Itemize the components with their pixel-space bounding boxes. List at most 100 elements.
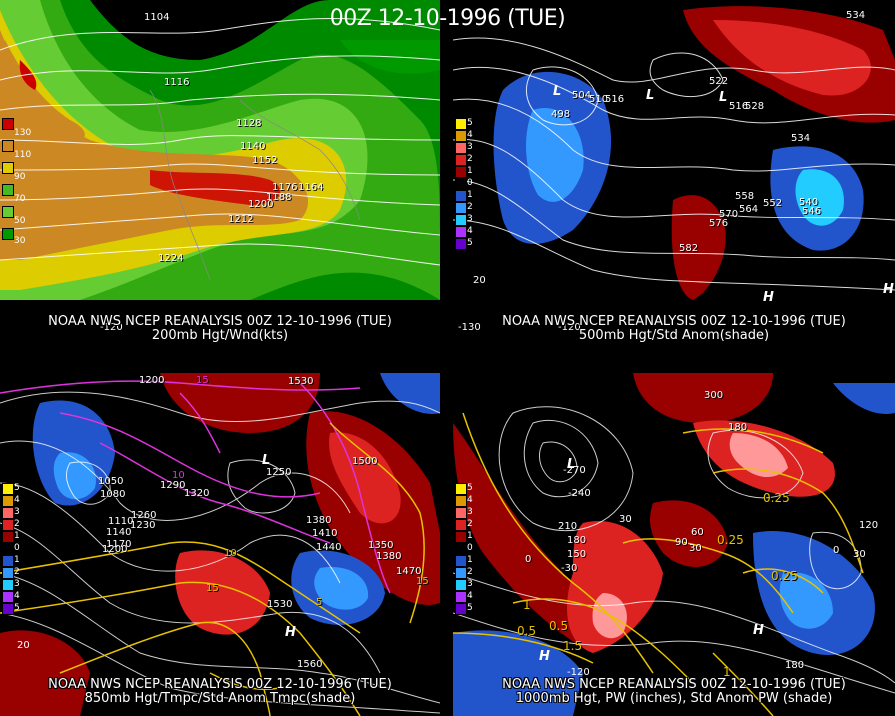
contour-label: 1152 (252, 155, 278, 166)
panel-200mb: 130 110 90 70 50 30 1104 1116 1128 1140 … (0, 0, 440, 345)
legend-swatch (455, 603, 467, 615)
contour-label: 1164 (298, 182, 324, 193)
legend-label: 1 (14, 555, 20, 565)
contour-label: 0 (833, 545, 840, 556)
legend-label: 90 (14, 172, 26, 182)
legend-swatch (2, 118, 14, 130)
caption-line2: 200mb Hgt/Wnd(kts) (151, 328, 289, 343)
contour-label: 1200 (139, 375, 165, 386)
contour-label: 576 (709, 218, 729, 229)
contour-label: 516 (729, 101, 749, 112)
contour-label: 180 (728, 422, 748, 433)
legend-label: 2 (14, 519, 20, 529)
contour-label: 1410 (312, 528, 338, 539)
contour-label: 1560 (297, 659, 323, 670)
contour-label: 540 (799, 197, 819, 208)
legend-swatch (455, 555, 467, 567)
contour-label: 1188 (266, 192, 292, 203)
contour-label: 516 (605, 94, 625, 105)
legend-swatch (455, 567, 467, 579)
temp-label: 5 (316, 597, 323, 608)
contour-label: 60 (691, 527, 704, 538)
contour-label: 1260 (131, 510, 157, 521)
pw-label: 0.5 (517, 624, 537, 638)
temp-label: 15 (416, 576, 429, 587)
contour-label: 1320 (184, 488, 210, 499)
contour-label: 570 (719, 209, 739, 220)
legend-label: 3 (467, 214, 473, 224)
high-marker: H (883, 282, 894, 297)
legend-label: 5 (467, 483, 473, 493)
temp-label: 10 (224, 548, 237, 559)
pw-label: 0.25 (717, 533, 744, 547)
pw-label: 1 (523, 598, 531, 612)
legend-label: 2 (467, 567, 473, 577)
legend-label: 4 (467, 130, 473, 140)
legend-label: 4 (467, 591, 473, 601)
contour-label: 180 (567, 535, 587, 546)
contour-label: 504 (572, 90, 592, 101)
legend-swatch (2, 483, 14, 495)
low-marker: L (646, 88, 655, 103)
legend-swatch (2, 519, 14, 531)
legend-swatch (2, 567, 14, 579)
contour-label: 1440 (316, 542, 342, 553)
contour-label: 1080 (100, 489, 126, 500)
panel-1000mb: 5 4 3 2 1 0 1 2 3 4 5 300 180 -270 -240 … (453, 373, 895, 716)
panel-caption: NOAA NWS NCEP REANALYSIS 00Z 12-10-1996 … (0, 678, 440, 706)
low-marker: L (262, 453, 271, 468)
legend-swatch (455, 154, 467, 166)
contour-label: 180 (785, 660, 805, 671)
caption-line2: 850mb Hgt/Tmpc/Std Anom Tmpc(shade) (84, 691, 356, 706)
contour-label: 1500 (352, 456, 378, 467)
longitude-label: -120 (100, 322, 123, 333)
legend-swatch (455, 166, 467, 178)
contour-label: 546 (802, 206, 822, 217)
legend-label: 1 (467, 555, 473, 565)
legend-label: 3 (14, 579, 20, 589)
legend-swatch (2, 140, 14, 152)
legend-swatch (2, 531, 14, 543)
contour-label: 0 (525, 554, 532, 565)
legend-swatch (455, 226, 467, 238)
panel-caption: NOAA NWS NCEP REANALYSIS 00Z 12-10-1996 … (453, 315, 895, 343)
legend-label: 5 (467, 118, 473, 128)
map-500mb (453, 0, 895, 345)
legend-label: 1 (14, 531, 20, 541)
legend-swatch (2, 228, 14, 240)
pw-label: 0.5 (549, 619, 569, 633)
legend-swatch (2, 495, 14, 507)
contour-label: 1140 (240, 141, 266, 152)
legend-label: 4 (467, 495, 473, 505)
caption-line2: 1000mb Hgt, PW (inches), Std Anom PW (sh… (515, 691, 833, 706)
longitude-label: -120 (558, 322, 581, 333)
legend-swatch (455, 238, 467, 250)
legend-label: 5 (14, 603, 20, 613)
contour-label: 534 (846, 10, 866, 21)
contour-label: 1110 (108, 516, 134, 527)
legend-label: 5 (467, 603, 473, 613)
contour-label: 534 (791, 133, 811, 144)
pw-label: 0.25 (763, 491, 790, 505)
caption-line1: NOAA NWS NCEP REANALYSIS 00Z 12-10-1996 … (48, 314, 392, 329)
legend-swatch (455, 495, 467, 507)
legend-label: 70 (14, 194, 26, 204)
anomaly-legend: 5 4 3 2 1 0 1 2 3 4 5 (2, 483, 36, 623)
contour-label: 1224 (158, 253, 184, 264)
contour-label: 120 (859, 520, 879, 531)
legend-label: 0 (14, 543, 20, 553)
legend-swatch (455, 202, 467, 214)
longitude-label: -120 (567, 667, 590, 678)
legend-label: 3 (14, 507, 20, 517)
contour-label: 564 (739, 204, 759, 215)
contour-label: -270 (563, 465, 586, 476)
low-marker: L (553, 84, 562, 99)
anomaly-legend: 5 4 3 2 1 0 1 2 3 4 5 (455, 118, 489, 258)
pw-label: 1 (723, 665, 731, 679)
legend-swatch (455, 118, 467, 130)
contour-label: 1128 (236, 118, 262, 129)
panel-caption: NOAA NWS NCEP REANALYSIS 00Z 12-10-1996 … (453, 678, 895, 706)
legend-label: 4 (14, 495, 20, 505)
map-850mb (0, 373, 440, 716)
high-marker: H (763, 290, 774, 305)
